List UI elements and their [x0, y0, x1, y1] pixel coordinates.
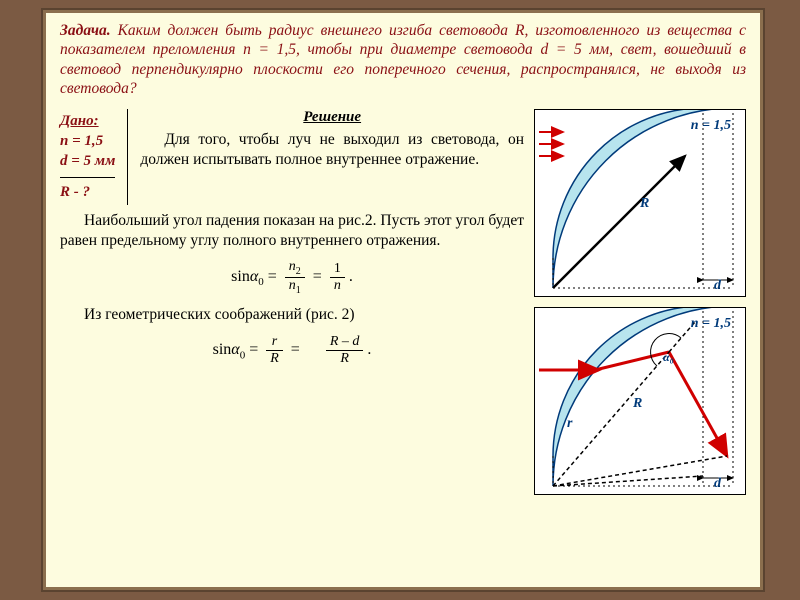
f2-eq1: = [249, 341, 258, 358]
diagram-1: n = 1,5 R d [534, 109, 746, 297]
d2-alpha: α₀ [663, 350, 674, 365]
d2-r: r [567, 416, 572, 432]
given-line-1: n = 1,5 [60, 131, 115, 151]
diagram-2: n = 1,5 R r α₀ d [534, 307, 746, 495]
solution-intro: Решение Для того, чтобы луч не выходил и… [128, 109, 524, 205]
left-column: Дано: n = 1,5 d = 5 мм R - ? Решение Для… [60, 109, 534, 505]
problem-statement: Задача. Каким должен быть радиус внешнег… [60, 21, 746, 99]
f1-one: 1 [330, 261, 345, 278]
solution-title: Решение [140, 109, 524, 126]
f1-n2: n [289, 259, 296, 274]
d2-n: n = 1,5 [691, 316, 731, 332]
content-row: Дано: n = 1,5 d = 5 мм R - ? Решение Для… [60, 109, 746, 505]
f1-sub0: 0 [258, 276, 264, 288]
f2-R: R [270, 351, 279, 366]
d1-R: R [640, 196, 649, 212]
given-block: Дано: n = 1,5 d = 5 мм R - ? [60, 109, 128, 205]
problem-lead: Задача. [60, 22, 111, 39]
f2-dot: . [367, 341, 371, 358]
f2-Rmd: R – d [330, 334, 360, 349]
f2-sub0: 0 [240, 349, 246, 361]
f1-n1s: 1 [296, 284, 301, 295]
solution-p1: Для того, чтобы луч не выходил из светов… [140, 130, 524, 170]
f2-alpha: α [231, 341, 239, 358]
f2-sin: sin [213, 341, 232, 358]
given-line-2: d = 5 мм [60, 151, 115, 171]
d1-n: n = 1,5 [691, 118, 731, 134]
formula-2: sinα0 = rR = R – dR. [60, 334, 524, 367]
f1-sin: sin [231, 268, 250, 285]
f2-r: r [272, 334, 277, 349]
problem-text: Каким должен быть радиус внешнего изгиба… [60, 22, 746, 97]
solution-p2: Наибольший угол падения показан на рис.2… [60, 211, 524, 251]
right-column: n = 1,5 R d [534, 109, 746, 505]
solution-p3: Из геометрических соображений (рис. 2) [60, 305, 524, 325]
given-title: Дано: [60, 111, 115, 131]
f1-n2s: 2 [296, 266, 301, 277]
given-and-intro: Дано: n = 1,5 d = 5 мм R - ? Решение Для… [60, 109, 524, 205]
slide-frame: Задача. Каким должен быть радиус внешнег… [43, 10, 763, 590]
f1-dot: . [349, 268, 353, 285]
f1-alpha: α [250, 268, 258, 285]
find-line: R - ? [60, 177, 115, 202]
f2-R2: R [340, 351, 349, 366]
d2-R: R [633, 396, 642, 412]
d1-d: d [714, 278, 721, 294]
f2-eq2: = [291, 341, 300, 358]
formula-1: sinα0 = n2n1 = 1n. [60, 259, 524, 296]
f1-n: n [334, 278, 341, 293]
f1-n1: n [289, 278, 296, 293]
f1-eq1: = [268, 268, 277, 285]
d2-d: d [714, 476, 721, 492]
f1-eq2: = [313, 268, 322, 285]
